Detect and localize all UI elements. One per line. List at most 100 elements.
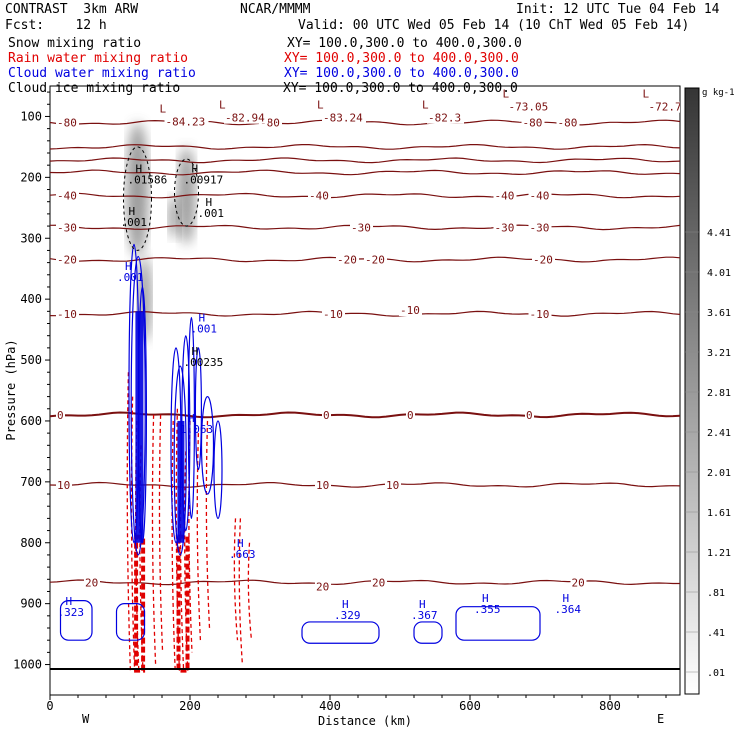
y-tick-label: 400 <box>20 292 42 306</box>
x-tick-label: 0 <box>46 699 53 713</box>
label-bg <box>556 117 580 129</box>
isotherm-label: -10 <box>400 304 420 317</box>
x-tick-label: 400 <box>319 699 341 713</box>
low-marker: L <box>160 102 167 115</box>
isotherm-label: -30 <box>530 221 550 234</box>
contour-labels: -80 -80 -80 -80-40 -40 -40 -40-30 -30 -30 -30-20-… <box>56 88 689 622</box>
cloud-water-max-marker: H <box>66 595 73 608</box>
isotherm-line <box>50 143 680 150</box>
y-axis-label: Pressure (hPa) <box>4 339 18 440</box>
isotherm-line <box>50 169 680 176</box>
snow-contours <box>123 146 199 251</box>
label-bg <box>528 308 552 320</box>
legend-cloud-ice-xy: XY= 100.0,300.0 to 400.0,300.0 <box>283 81 518 96</box>
label-bg <box>528 190 552 202</box>
color-bar-label: .41 <box>707 628 725 639</box>
label-bg <box>224 112 268 124</box>
cloud-water-contour <box>115 603 146 641</box>
snow-contour <box>174 158 199 227</box>
x-tick-label: 800 <box>599 699 621 713</box>
label-bg <box>493 190 517 202</box>
low-marker: L <box>503 88 510 101</box>
label-bg <box>56 254 79 266</box>
isotherm-label: -10 <box>530 308 550 321</box>
cloud-water-max-label: .355 <box>474 603 501 616</box>
y-tick-label: 700 <box>20 475 42 489</box>
legend-cloud-water: Cloud water mixing ratio <box>8 66 196 81</box>
forecast-hour: Fcst: 12 h <box>5 18 107 33</box>
cloud-water-contour <box>59 600 93 641</box>
label-bg <box>371 577 387 589</box>
isotherm-label: -40 <box>495 190 515 203</box>
legend-cloud-ice: Cloud ice mixing ratio <box>8 81 181 96</box>
label-bg <box>56 222 79 234</box>
isotherm-line <box>50 411 680 419</box>
isotherm-label: -80 <box>57 117 77 130</box>
label-bg <box>322 112 366 124</box>
color-bar-label: 4.41 <box>707 228 731 239</box>
cloud-water-contour <box>194 347 202 471</box>
low-marker: L <box>219 99 226 112</box>
label-bg <box>322 409 331 421</box>
cloud-water-max-marker: H <box>125 260 132 273</box>
y-tick-label: 500 <box>20 353 42 367</box>
valid-time: Valid: 00 UTC Wed 05 Feb 14 (10 ChT Wed … <box>298 18 690 33</box>
y-tick-label: 1000 <box>13 658 42 672</box>
snow-max-marker: H <box>136 162 143 175</box>
rain-contour <box>247 542 253 641</box>
y-tick-label: 600 <box>20 414 42 428</box>
label-bg <box>84 577 100 589</box>
east-label: E <box>657 712 664 726</box>
color-bar <box>684 87 700 695</box>
isotherm-label: 0 <box>526 409 533 422</box>
cloud-ice-max-label: .00235 <box>184 356 224 369</box>
label-bg <box>364 254 387 266</box>
low-marker: L <box>643 88 650 101</box>
cloud-water-max-label: .329 <box>334 609 361 622</box>
x-tick-label: 200 <box>179 699 201 713</box>
cloud-water-core <box>177 420 185 543</box>
isotherm-label: -20 <box>337 254 357 267</box>
legend-cloud-water-xy: XY= 100.0,300.0 to 400.0,300.0 <box>284 66 519 81</box>
isotherm-label: 0 <box>323 409 330 422</box>
rain-contour <box>130 396 136 671</box>
cloud-water-contour <box>187 316 195 519</box>
color-bar-label: 4.01 <box>707 268 731 279</box>
color-bar-unit: g kg-1 <box>702 88 735 98</box>
label-bg <box>647 101 680 113</box>
legend-snow-xy: XY= 100.0,300.0 to 400.0,300.0 <box>287 36 522 51</box>
institution: NCAR/MMMM <box>240 2 311 17</box>
snow-max-label: .00917 <box>184 173 224 186</box>
plot-frame <box>49 85 681 696</box>
color-bar-label: 2.41 <box>707 428 731 439</box>
low-value-label: -73.05 <box>509 101 549 114</box>
cloud-water-contour <box>173 365 187 556</box>
low-value-label: -82.94 <box>225 112 265 125</box>
low-value-label: -83.24 <box>323 112 363 125</box>
cloud-water-contours <box>59 243 541 644</box>
y-tick-label: 100 <box>20 109 42 123</box>
isotherm-label: 20 <box>316 581 329 594</box>
low-value-label: -72.75 <box>649 101 689 114</box>
snow-max-label: .001 <box>121 216 148 229</box>
isotherm-label: -20 <box>365 254 385 267</box>
isotherm-label: -40 <box>57 190 77 203</box>
cloud-water-contour <box>413 621 443 644</box>
label-bg <box>164 116 209 128</box>
cloud-water-max-marker: H <box>482 592 489 605</box>
cloud-water-max-marker: H <box>342 598 349 611</box>
label-bg <box>308 190 331 202</box>
isotherm-label: -80 <box>558 117 578 130</box>
label-bg <box>259 117 282 129</box>
cloud-water-max-label: .367 <box>411 609 438 622</box>
snow-max-marker: H <box>129 205 136 218</box>
low-marker: L <box>317 99 324 112</box>
label-bg <box>521 117 545 129</box>
isotherm-line <box>50 192 680 199</box>
rain-contour <box>158 414 164 653</box>
snow-max-marker: H <box>192 162 199 175</box>
x-tick-label: 600 <box>459 699 481 713</box>
cloud-water-max-marker: H <box>188 412 195 425</box>
label-bg <box>56 308 79 320</box>
color-bar-label: 3.61 <box>707 308 731 319</box>
